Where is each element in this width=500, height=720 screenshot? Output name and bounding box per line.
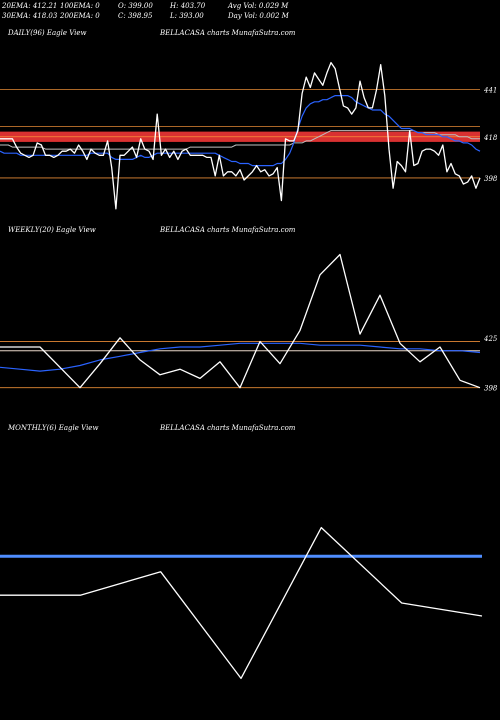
weekly-chart: 425 398 — [0, 253, 498, 393]
header-day-vol: Day Vol: 0.002 M — [228, 12, 289, 20]
daily-ytick-label: 441 — [483, 86, 497, 94]
weekly-ytick-label: 425 — [483, 335, 498, 343]
header-high: H: 403.70 — [170, 2, 206, 10]
daily-chart: 441 418 398 — [0, 61, 498, 210]
daily-price-line — [0, 61, 481, 210]
header-low: L: 393.00 — [170, 12, 204, 20]
daily-panel-source: BELLACASA charts MunafaSutra.com — [160, 29, 296, 37]
daily-ytick-label: 398 — [484, 175, 498, 183]
weekly-price-line — [0, 253, 481, 389]
monthly-price-line — [0, 526, 483, 680]
monthly-panel-source: BELLACASA charts MunafaSutra.com — [160, 424, 296, 432]
header-avg-vol: Avg Vol: 0.029 M — [228, 2, 289, 10]
header-open: O: 399.00 — [118, 2, 153, 10]
header-ema-30: 30EMA: 418.03 — [2, 12, 58, 20]
weekly-ytick-label: 398 — [484, 385, 498, 393]
monthly-chart — [0, 526, 483, 680]
daily-ytick-label: 418 — [483, 134, 498, 142]
header-ema-20: 20EMA: 412.21 — [2, 2, 58, 10]
header-ema-200: 200EMA: 0 — [60, 12, 100, 20]
monthly-panel-title: MONTHLY(6) Eagle View — [8, 424, 99, 432]
header-ema-100: 100EMA: 0 — [60, 2, 100, 10]
weekly-panel-title: WEEKLY(20) Eagle View — [8, 226, 96, 234]
daily-ema-fast-line — [0, 94, 481, 167]
daily-panel-title: DAILY(96) Eagle View — [8, 29, 87, 37]
header-close: C: 398.95 — [118, 12, 153, 20]
daily-ema-slow-line — [0, 130, 480, 150]
weekly-panel-source: BELLACASA charts MunafaSutra.com — [160, 226, 296, 234]
weekly-ema-fast-line — [0, 342, 481, 372]
